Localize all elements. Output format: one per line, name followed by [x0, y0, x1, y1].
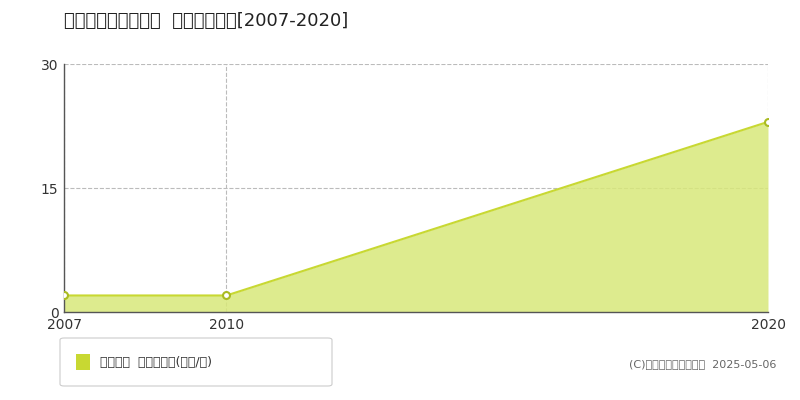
Text: 土地価格  平均嵪単価(万円/嵪): 土地価格 平均嵪単価(万円/嵪)	[100, 356, 212, 368]
Text: (C)土地価格ドットコム  2025-05-06: (C)土地価格ドットコム 2025-05-06	[629, 359, 776, 369]
Text: 各務原市那加日新町  土地価格推移[2007-2020]: 各務原市那加日新町 土地価格推移[2007-2020]	[64, 12, 348, 30]
